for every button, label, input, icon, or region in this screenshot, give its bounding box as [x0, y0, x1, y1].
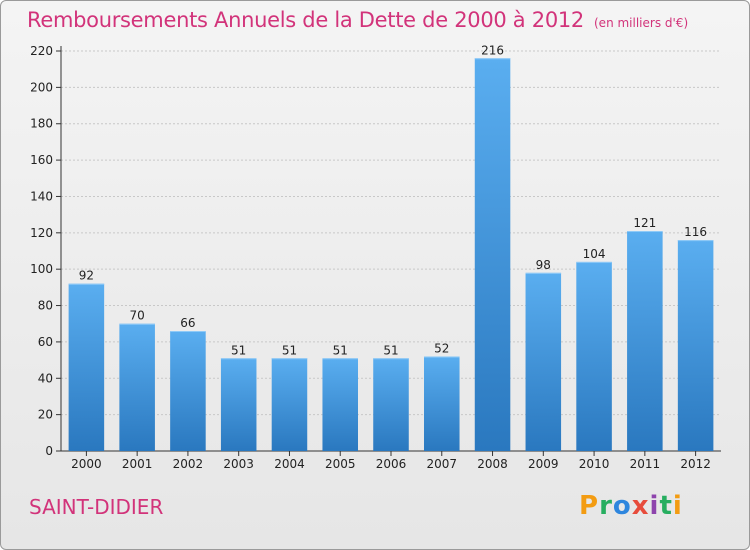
logo-letter: x [631, 491, 650, 521]
y-tick-label: 160 [30, 153, 53, 167]
bar-2010 [576, 261, 612, 451]
value-label-2005: 51 [333, 343, 348, 357]
y-tick-label: 180 [30, 117, 53, 131]
x-tick-label-2012: 2012 [680, 457, 711, 471]
bar-2000 [68, 283, 105, 451]
chart-subtitle: (en milliers d'€) [594, 16, 689, 30]
logo-letter: r [599, 491, 613, 521]
bar-2001 [119, 323, 155, 451]
bar-2006 [373, 358, 409, 451]
x-tick-label-2008: 2008 [477, 457, 508, 471]
y-tick-label: 220 [30, 44, 53, 58]
value-label-2011: 121 [633, 216, 656, 230]
value-label-2009: 98 [536, 258, 551, 272]
logo-letter: t [659, 491, 673, 521]
bar-2009 [525, 272, 562, 451]
chart-title: Remboursements Annuels de la Dette de 20… [27, 8, 688, 32]
logo-letter: i [672, 491, 683, 521]
y-tick-label: 100 [30, 262, 53, 276]
value-label-2012: 116 [684, 225, 707, 239]
x-tick-label-2001: 2001 [122, 457, 153, 471]
y-tick-label: 80 [38, 299, 53, 313]
y-tick-label: 40 [38, 371, 53, 385]
bar-2002 [170, 331, 206, 451]
value-label-2004: 51 [282, 343, 297, 357]
x-tick-label-2005: 2005 [325, 457, 356, 471]
bar-2005 [322, 358, 358, 451]
bar-2004 [271, 358, 308, 451]
bar-2008 [474, 58, 511, 451]
bar-2007 [424, 356, 460, 451]
y-tick-label: 20 [38, 408, 53, 422]
bar-2011 [627, 231, 663, 451]
value-label-2003: 51 [231, 343, 246, 357]
logo-letter: o [612, 491, 632, 521]
x-tick-label-2009: 2009 [528, 457, 559, 471]
commune-name: SAINT-DIDIER [29, 495, 164, 519]
value-label-2006: 51 [383, 343, 398, 357]
value-label-2000: 92 [79, 269, 94, 283]
value-label-2010: 104 [583, 247, 606, 261]
value-label-2008: 216 [481, 43, 504, 57]
logo-letter: P [579, 491, 600, 521]
x-tick-label-2002: 2002 [173, 457, 204, 471]
x-tick-label-2010: 2010 [579, 457, 610, 471]
value-label-2007: 52 [434, 341, 449, 355]
logo-letter: i [649, 491, 660, 521]
y-tick-label: 200 [30, 80, 53, 94]
y-tick-label: 60 [38, 335, 53, 349]
chart-title-text: Remboursements Annuels de la Dette de 20… [27, 8, 584, 32]
value-label-2002: 66 [180, 316, 195, 330]
x-tick-label-2011: 2011 [630, 457, 661, 471]
proxiti-logo: Proxiti [579, 491, 683, 521]
value-label-2001: 70 [130, 309, 145, 323]
x-tick-label-2000: 2000 [71, 457, 102, 471]
x-tick-label-2007: 2007 [426, 457, 457, 471]
y-tick-label: 140 [30, 189, 53, 203]
x-tick-label-2006: 2006 [376, 457, 407, 471]
y-tick-label: 0 [45, 444, 53, 458]
bar-2003 [220, 358, 257, 451]
x-tick-label-2003: 2003 [223, 457, 254, 471]
bar-2012 [677, 240, 714, 451]
x-tick-label-2004: 2004 [274, 457, 305, 471]
y-tick-label: 120 [30, 226, 53, 240]
